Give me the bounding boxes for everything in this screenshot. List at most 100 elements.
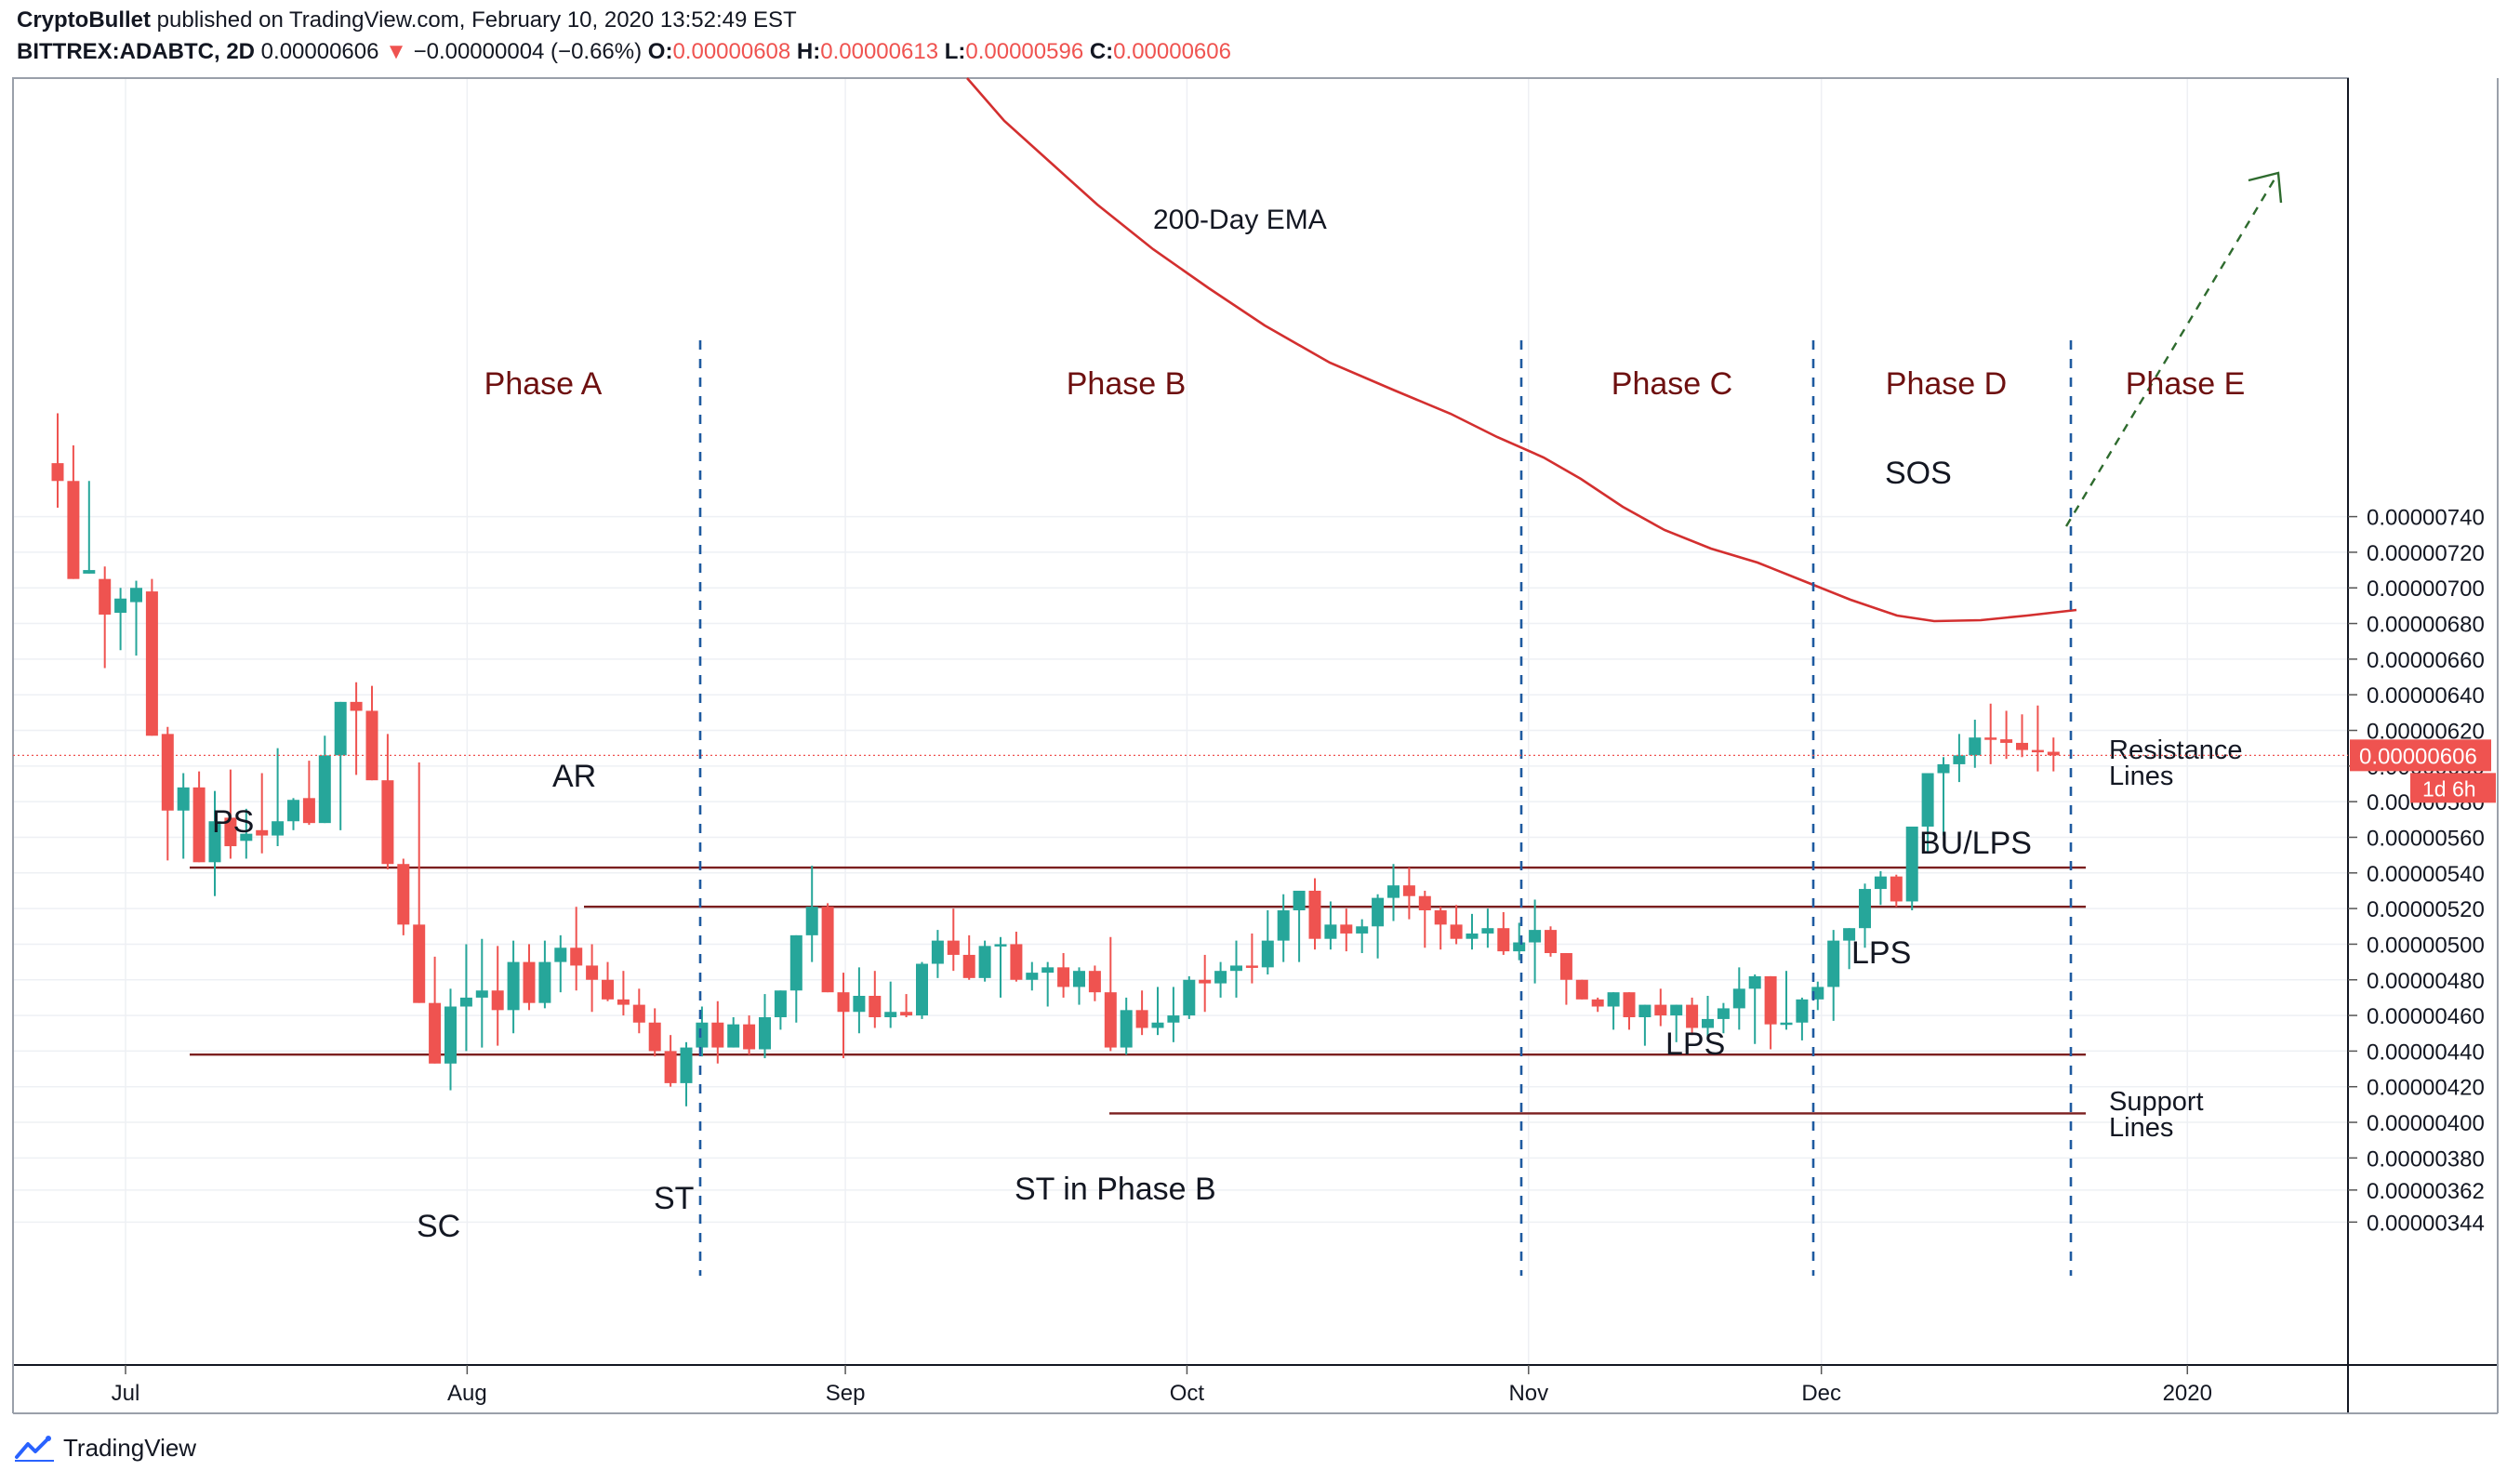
x-tick-label: Nov <box>1508 1381 1548 1406</box>
tradingview-brand-text: TradingView <box>63 1434 197 1462</box>
candle-body <box>256 829 269 836</box>
close-label: C: <box>1089 39 1114 64</box>
candle-body <box>1937 763 1950 774</box>
candle-body <box>1717 1008 1730 1019</box>
candle-body <box>224 817 237 847</box>
candle-body <box>1450 924 1463 939</box>
candle-body <box>1434 910 1447 925</box>
last-price: 0.00000606 <box>260 39 379 64</box>
candle-body <box>130 588 142 603</box>
countdown-tag <box>2410 773 2496 803</box>
y-tick-label: 0.00000520 <box>2367 897 2485 922</box>
candle-body <box>1732 988 1745 1009</box>
candle-body <box>617 999 630 1005</box>
chart-frame <box>12 77 2499 1414</box>
candle-body <box>774 990 787 1017</box>
candle-body <box>711 1022 724 1048</box>
wyckoff-annotation: AR <box>552 759 596 794</box>
x-tick-label: Oct <box>1170 1381 1205 1406</box>
wyckoff-annotation: PS <box>212 804 254 840</box>
phase-dividers[interactable] <box>698 340 2073 1276</box>
candle-body <box>869 996 882 1017</box>
candle-body <box>837 992 850 1013</box>
symbol-name[interactable]: BITTREX:ADABTC, 2D <box>17 39 255 64</box>
low-label: L: <box>944 39 966 64</box>
phase-label: Phase C <box>1612 366 1732 402</box>
wyckoff-annotation: BU/LPS <box>1919 826 2032 861</box>
candle-body <box>1890 876 1903 902</box>
candle-body <box>1308 890 1321 939</box>
wyckoff-annotation: Resistance <box>2109 735 2242 765</box>
candle-body <box>459 997 472 1007</box>
candle-body <box>1324 924 1337 939</box>
candle-body <box>1497 928 1510 952</box>
ema-label: 200-Day EMA <box>1153 205 1327 235</box>
candle-body <box>507 961 520 1011</box>
price-axis[interactable]: 0.00000740 0.00000720 0.00000700 0.00000680… <box>13 506 2496 1237</box>
tradingview-brand[interactable]: TradingView <box>13 1434 196 1463</box>
candle-body <box>1607 992 1620 1007</box>
candle-body <box>805 907 818 935</box>
candle-body <box>1654 1004 1667 1016</box>
y-tick-label: 0.00000540 <box>2367 862 2485 887</box>
candle-body <box>664 1051 677 1083</box>
candle-body <box>1073 971 1085 987</box>
candle-body <box>1356 926 1369 934</box>
candle-body <box>1874 876 1887 890</box>
candle-body <box>1214 971 1227 984</box>
candle-body <box>523 961 536 1003</box>
candle-body <box>397 864 410 925</box>
candle-body <box>161 734 174 811</box>
candle-body <box>67 481 80 579</box>
horizontal-levels[interactable] <box>190 866 2086 1115</box>
candle-body <box>1088 971 1101 993</box>
candle-body <box>1513 942 1526 952</box>
x-tick-label: Sep <box>826 1381 866 1406</box>
last-price-value: 0.00000606 <box>2359 744 2477 769</box>
candle-body <box>1575 979 1588 1000</box>
candles <box>51 413 2060 1106</box>
candle-body <box>1230 965 1242 972</box>
price-change: −0.00000004 (−0.66%) <box>413 39 643 64</box>
candle-body <box>994 944 1007 947</box>
candle-body <box>350 701 363 711</box>
x-tick-label: Jul <box>112 1381 140 1406</box>
y-tick-label: 0.00000680 <box>2367 613 2485 638</box>
ema-200-line <box>966 77 2077 623</box>
phase-label: Phase A <box>484 366 603 402</box>
candle-body <box>1780 1022 1793 1026</box>
candle-body <box>1623 992 1636 1017</box>
candle-body <box>900 1012 913 1016</box>
candle-body <box>554 947 567 962</box>
high-value: 0.00000613 <box>820 39 939 64</box>
author-name[interactable]: CryptoBullet <box>17 7 151 33</box>
ema-line[interactable] <box>966 77 2077 623</box>
x-tick-label: Aug <box>447 1381 487 1406</box>
wyckoff-annotation: Lines <box>2109 1113 2173 1143</box>
x-tick-label: 2020 <box>2163 1381 2212 1406</box>
time-axis[interactable]: JulAugSepOctNovDec2020FebMar <box>112 1365 2507 1406</box>
y-tick-label: 0.00000700 <box>2367 576 2485 602</box>
wyckoff-annotation: ST in Phase B <box>1015 1172 1216 1207</box>
candle-body <box>240 833 253 841</box>
wyckoff-annotation: Support <box>2109 1087 2204 1117</box>
candle-body <box>1702 1018 1714 1028</box>
candle-body <box>1183 979 1196 1016</box>
y-tick-label: 0.00000500 <box>2367 933 2485 958</box>
wyckoff-annotation: ST <box>654 1181 694 1216</box>
last-price-tag <box>2350 739 2491 772</box>
candle-body <box>1953 755 1966 764</box>
grid <box>13 78 2348 1365</box>
published-text: published on TradingView.com, February 1… <box>156 7 797 33</box>
y-tick-label: 0.00000480 <box>2367 969 2485 994</box>
candle-body <box>302 798 315 824</box>
candle-body <box>1969 737 1982 756</box>
y-tick-label: 0.00000362 <box>2367 1179 2485 1204</box>
candle-body <box>192 787 206 863</box>
candle-body <box>1261 940 1274 968</box>
wyckoff-annotation: LPS <box>1851 935 1911 971</box>
candle-body <box>444 1006 457 1064</box>
projection-arrow[interactable] <box>2064 171 2283 527</box>
